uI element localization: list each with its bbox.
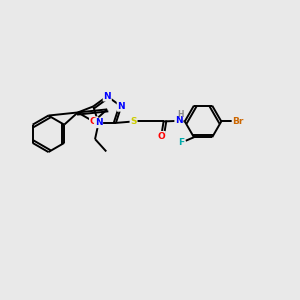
Text: O: O	[90, 117, 98, 126]
Text: O: O	[158, 132, 165, 141]
Text: S: S	[130, 117, 137, 126]
Text: F: F	[178, 138, 184, 147]
Text: N: N	[117, 102, 125, 111]
Text: N: N	[175, 116, 183, 125]
Text: N: N	[103, 92, 111, 101]
Text: Br: Br	[232, 117, 244, 126]
Text: H: H	[177, 110, 184, 119]
Text: N: N	[95, 118, 102, 127]
